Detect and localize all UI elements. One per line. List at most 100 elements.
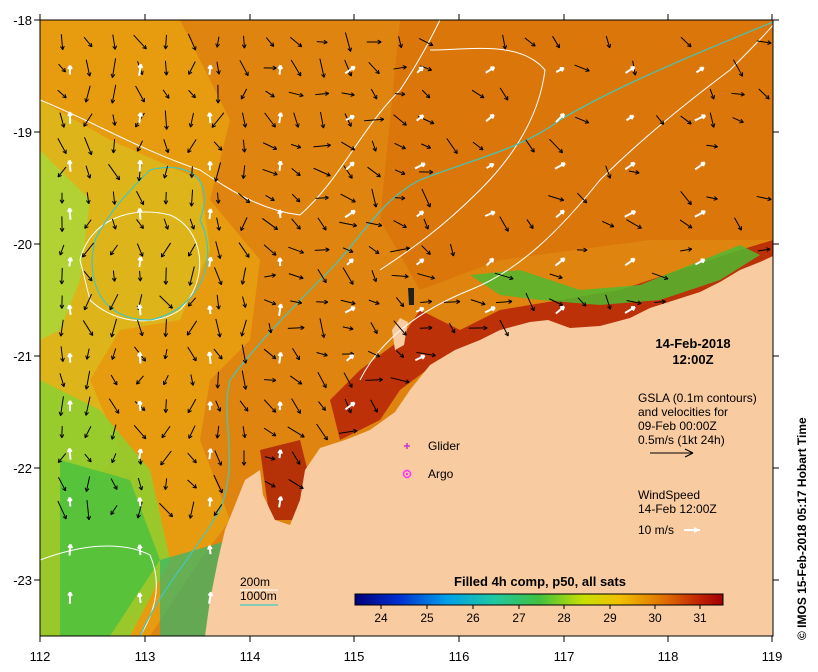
current-vector [319,318,326,339]
current-vector [239,60,249,77]
current-vector [344,398,352,414]
current-vector [161,425,171,439]
current-vector [188,112,195,128]
current-vector [444,299,461,305]
current-vector [133,424,147,440]
current-vector [162,374,169,386]
current-vector [288,246,305,254]
x-tick-label: 115 [344,649,365,664]
current-vector [57,166,67,178]
current-vector [317,269,327,284]
wind-vector [555,112,566,123]
current-vector [262,142,278,150]
wind-vector [207,256,214,267]
current-vector [344,59,353,77]
current-vector [576,247,588,253]
current-vector [188,501,195,519]
y-tick-label: -20 [13,237,32,252]
current-vector [189,218,195,230]
x-tick-label: 112 [30,649,51,664]
current-vector [216,294,221,310]
current-vector [84,85,91,103]
current-vector [421,89,431,99]
current-vector [499,216,509,232]
wind-vector [694,258,706,266]
current-vector [186,320,198,336]
current-vector [290,143,302,149]
current-vector [84,370,91,390]
wind-vector [625,66,636,74]
current-vector [110,505,118,516]
current-vector [262,218,279,231]
current-vector [263,65,277,71]
current-vector [548,195,565,202]
current-vector [340,193,356,203]
axis-ticks [34,14,779,642]
current-vector [525,292,535,312]
wind-vector [136,304,143,316]
wind-vector [277,160,283,171]
current-vector [213,141,223,151]
current-vector [187,297,197,307]
velocity-scale-arrow-icon [650,448,694,458]
current-vector [242,296,247,308]
current-vector [393,220,407,228]
current-vector [756,40,772,45]
current-vector [188,266,195,286]
current-vector [137,270,143,282]
colorbar-tick-label: 29 [603,611,617,625]
current-vector [368,299,380,305]
current-vector [189,166,195,178]
current-vector [395,350,405,358]
current-vector [502,34,508,50]
wind-vector [415,307,425,313]
current-vector [262,168,278,176]
current-vector [317,371,327,389]
contour-200m-label: 200m [240,575,270,589]
current-vector [59,373,66,388]
current-vector [264,273,276,278]
current-vector [57,138,67,155]
wind-vector [67,400,73,412]
x-tick-label: 118 [658,649,679,664]
current-vector [577,297,587,307]
current-vector [605,294,612,310]
current-vector [421,143,432,149]
time-label: 12:00Z [672,352,713,367]
wind-vector [137,63,144,76]
wind-scale-arrow-icon [684,527,700,533]
current-vector [240,88,248,100]
current-vector [680,247,693,252]
current-vector [341,92,355,97]
current-vector [370,322,378,334]
current-vector [213,348,223,360]
current-vector [85,192,91,205]
current-vector [601,220,615,228]
wind-vector [277,64,283,75]
wind-vector [277,449,283,459]
wind-vector [66,207,73,220]
current-vector [446,138,458,155]
current-vector [111,453,117,464]
current-vector [110,424,117,440]
wind-vector [207,161,213,171]
current-vector [416,351,436,358]
wind-vector [67,111,73,124]
wind-vector [554,162,566,170]
gsla-label: and velocities for [638,405,728,419]
current-vector [83,136,93,156]
current-vector [83,270,93,282]
current-vector [368,61,380,75]
current-vector [163,267,169,285]
current-vector [137,319,144,337]
current-vector [159,502,174,518]
current-vector [187,398,197,414]
wind-vector [485,66,496,74]
current-vector [163,348,168,360]
current-vector [163,191,169,205]
wind-vector [485,113,495,122]
current-vector [709,112,716,128]
current-vector [112,34,118,50]
current-vector [57,89,67,99]
current-vector [135,85,145,103]
